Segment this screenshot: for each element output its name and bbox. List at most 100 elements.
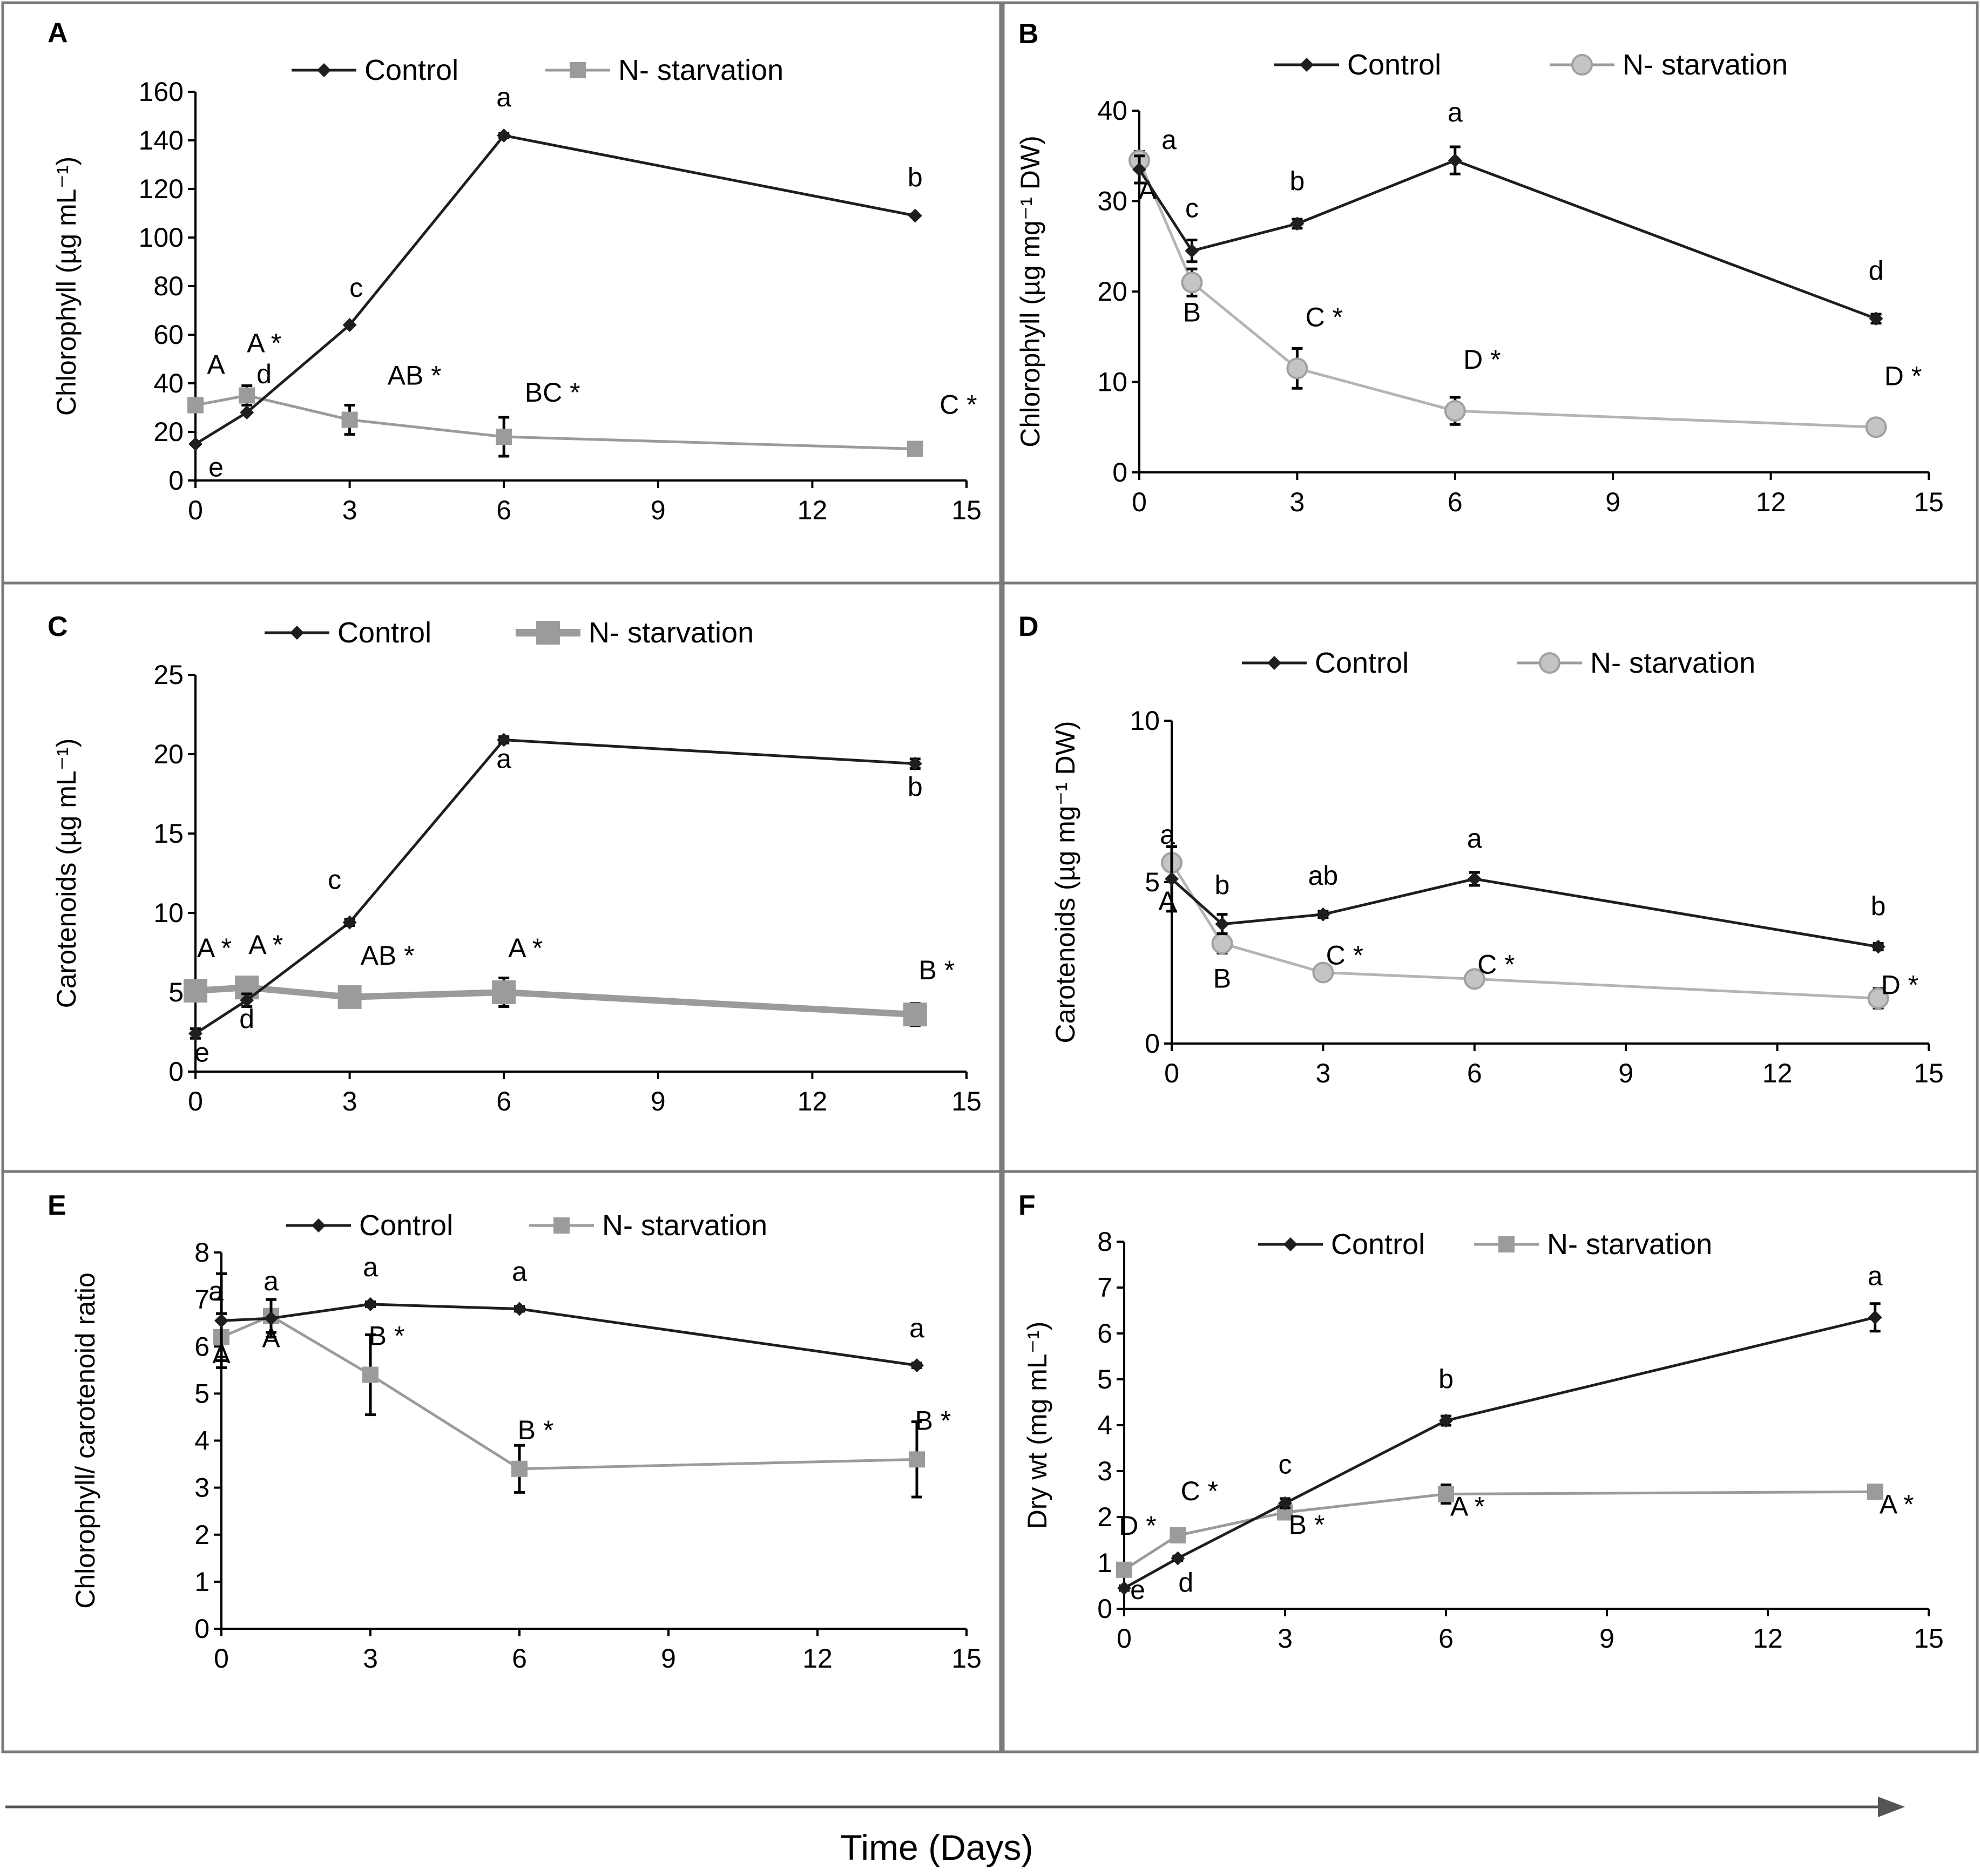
significance-label: b bbox=[1438, 1364, 1454, 1394]
data-point bbox=[1290, 216, 1305, 231]
legend-marker bbox=[317, 63, 331, 77]
x-tick-label: 15 bbox=[951, 1643, 982, 1674]
data-point bbox=[188, 1026, 202, 1041]
significance-label: A * bbox=[247, 328, 281, 358]
legend-marker bbox=[1539, 652, 1560, 674]
significance-label: D * bbox=[1463, 344, 1501, 375]
legend-entry-label: Control bbox=[1331, 1228, 1425, 1261]
x-tick-label: 3 bbox=[1315, 1058, 1330, 1088]
significance-label: D * bbox=[1884, 361, 1922, 391]
x-tick-label: 3 bbox=[363, 1643, 378, 1674]
x-tick-label: 15 bbox=[951, 495, 982, 525]
series-line bbox=[194, 738, 915, 1035]
y-tick-label: 1 bbox=[1097, 1548, 1112, 1578]
significance-label: a bbox=[263, 1266, 279, 1296]
significance-label: e bbox=[1130, 1575, 1145, 1605]
x-tick-label: 9 bbox=[651, 495, 666, 525]
data-point bbox=[1312, 961, 1334, 984]
data-point bbox=[240, 405, 254, 419]
y-tick-label: 2 bbox=[194, 1520, 210, 1550]
series-n-starvation: AB C *D *D * bbox=[1128, 150, 1922, 438]
y-axis-label: Dry wt (mg mL⁻¹) bbox=[1022, 1322, 1052, 1529]
data-point bbox=[1871, 939, 1886, 954]
data-point bbox=[1868, 1310, 1882, 1325]
x-tick-label: 12 bbox=[1753, 1623, 1783, 1654]
legend-entry-label: Control bbox=[359, 1209, 453, 1242]
x-tick-label: 0 bbox=[1132, 487, 1147, 517]
data-point bbox=[342, 915, 357, 930]
y-tick-label: 5 bbox=[194, 1378, 210, 1408]
data-point bbox=[511, 1460, 528, 1477]
data-point bbox=[910, 1358, 924, 1373]
y-tick-label: 0 bbox=[194, 1614, 210, 1644]
significance-label: a bbox=[496, 744, 511, 774]
y-tick-label: 6 bbox=[194, 1331, 210, 1362]
series-control: e d c a b bbox=[188, 82, 923, 483]
significance-label: B * bbox=[518, 1415, 554, 1445]
series-n-starvation: ABC * C *D * bbox=[1158, 845, 1918, 1010]
y-tick-label: 60 bbox=[153, 320, 184, 350]
x-tick-label: 12 bbox=[802, 1643, 833, 1674]
panel-letter: A bbox=[48, 17, 68, 49]
panel-letter: F bbox=[1018, 1190, 1036, 1221]
y-tick-label: 10 bbox=[153, 898, 184, 928]
y-tick-label: 140 bbox=[139, 125, 184, 155]
data-point bbox=[1869, 311, 1883, 326]
legend-entry-label: N- starvation bbox=[618, 54, 783, 86]
y-tick-label: 40 bbox=[153, 368, 184, 398]
data-point bbox=[1867, 987, 1889, 1010]
data-point bbox=[342, 318, 357, 332]
series-n-starvation: D * C * B * A * A * bbox=[1116, 1476, 1914, 1578]
data-point bbox=[497, 733, 511, 747]
y-tick-label: 100 bbox=[139, 222, 184, 253]
y-tick-label: 6 bbox=[1097, 1318, 1112, 1349]
data-point bbox=[903, 1003, 927, 1027]
y-tick-label: 2 bbox=[1097, 1502, 1112, 1532]
significance-label: b bbox=[1215, 870, 1230, 900]
significance-label: C * bbox=[1326, 940, 1363, 970]
x-tick-label: 0 bbox=[1164, 1058, 1179, 1088]
significance-label: b bbox=[908, 772, 923, 802]
y-tick-label: 120 bbox=[139, 174, 184, 204]
significance-label: A * bbox=[1450, 1492, 1485, 1522]
y-tick-label: 20 bbox=[1097, 276, 1127, 307]
data-point bbox=[1215, 917, 1229, 931]
legend-marker bbox=[536, 621, 560, 645]
significance-label: a bbox=[1161, 125, 1177, 155]
significance-label: b bbox=[1289, 166, 1305, 196]
series-control: a c b a d bbox=[1132, 97, 1883, 326]
data-point bbox=[1185, 243, 1199, 258]
panel-letter: C bbox=[48, 611, 68, 642]
x-tick-label: 0 bbox=[214, 1643, 229, 1674]
y-tick-label: 15 bbox=[153, 818, 184, 849]
chart-panel-d: D 0 5 10 0 3 6 9 12 15 Carotenoids (µg mg⁻¹ DW) Con… bbox=[1002, 581, 1979, 1173]
data-point bbox=[214, 1313, 228, 1328]
data-point bbox=[1171, 1551, 1185, 1566]
y-tick-label: 4 bbox=[1097, 1410, 1112, 1440]
data-point bbox=[337, 985, 362, 1009]
data-point bbox=[1278, 1496, 1292, 1511]
data-point bbox=[1165, 872, 1179, 886]
x-tick-label: 9 bbox=[661, 1643, 676, 1674]
y-tick-label: 160 bbox=[139, 77, 184, 107]
series-line bbox=[1171, 877, 1878, 949]
panel-frame bbox=[1, 581, 1002, 1173]
significance-label: c bbox=[1279, 1450, 1292, 1480]
legend-entry-label: N- starvation bbox=[1590, 647, 1755, 679]
x-tick-label: 9 bbox=[1599, 1623, 1614, 1654]
legend-entry-label: N- starvation bbox=[589, 617, 754, 649]
data-point bbox=[492, 980, 516, 1004]
data-point bbox=[187, 397, 204, 414]
data-point bbox=[362, 1366, 379, 1383]
legend-marker bbox=[570, 62, 586, 78]
significance-label: A bbox=[207, 350, 225, 380]
x-tick-label: 3 bbox=[1278, 1623, 1293, 1654]
chart-panel-a: A 0 20 40 60 80 100 120 140 160 0 3 6 9 12 15 Chlorophyl… bbox=[1, 1, 1002, 585]
legend: Control N- starvation bbox=[1242, 647, 1755, 679]
y-axis-label: Chlorophyll (µg mL⁻¹) bbox=[51, 157, 82, 416]
legend-marker bbox=[290, 626, 304, 640]
y-axis-label: Carotenoids (µg mL⁻¹) bbox=[51, 739, 82, 1008]
y-tick-label: 1 bbox=[194, 1567, 210, 1597]
significance-label: B * bbox=[1289, 1510, 1325, 1540]
